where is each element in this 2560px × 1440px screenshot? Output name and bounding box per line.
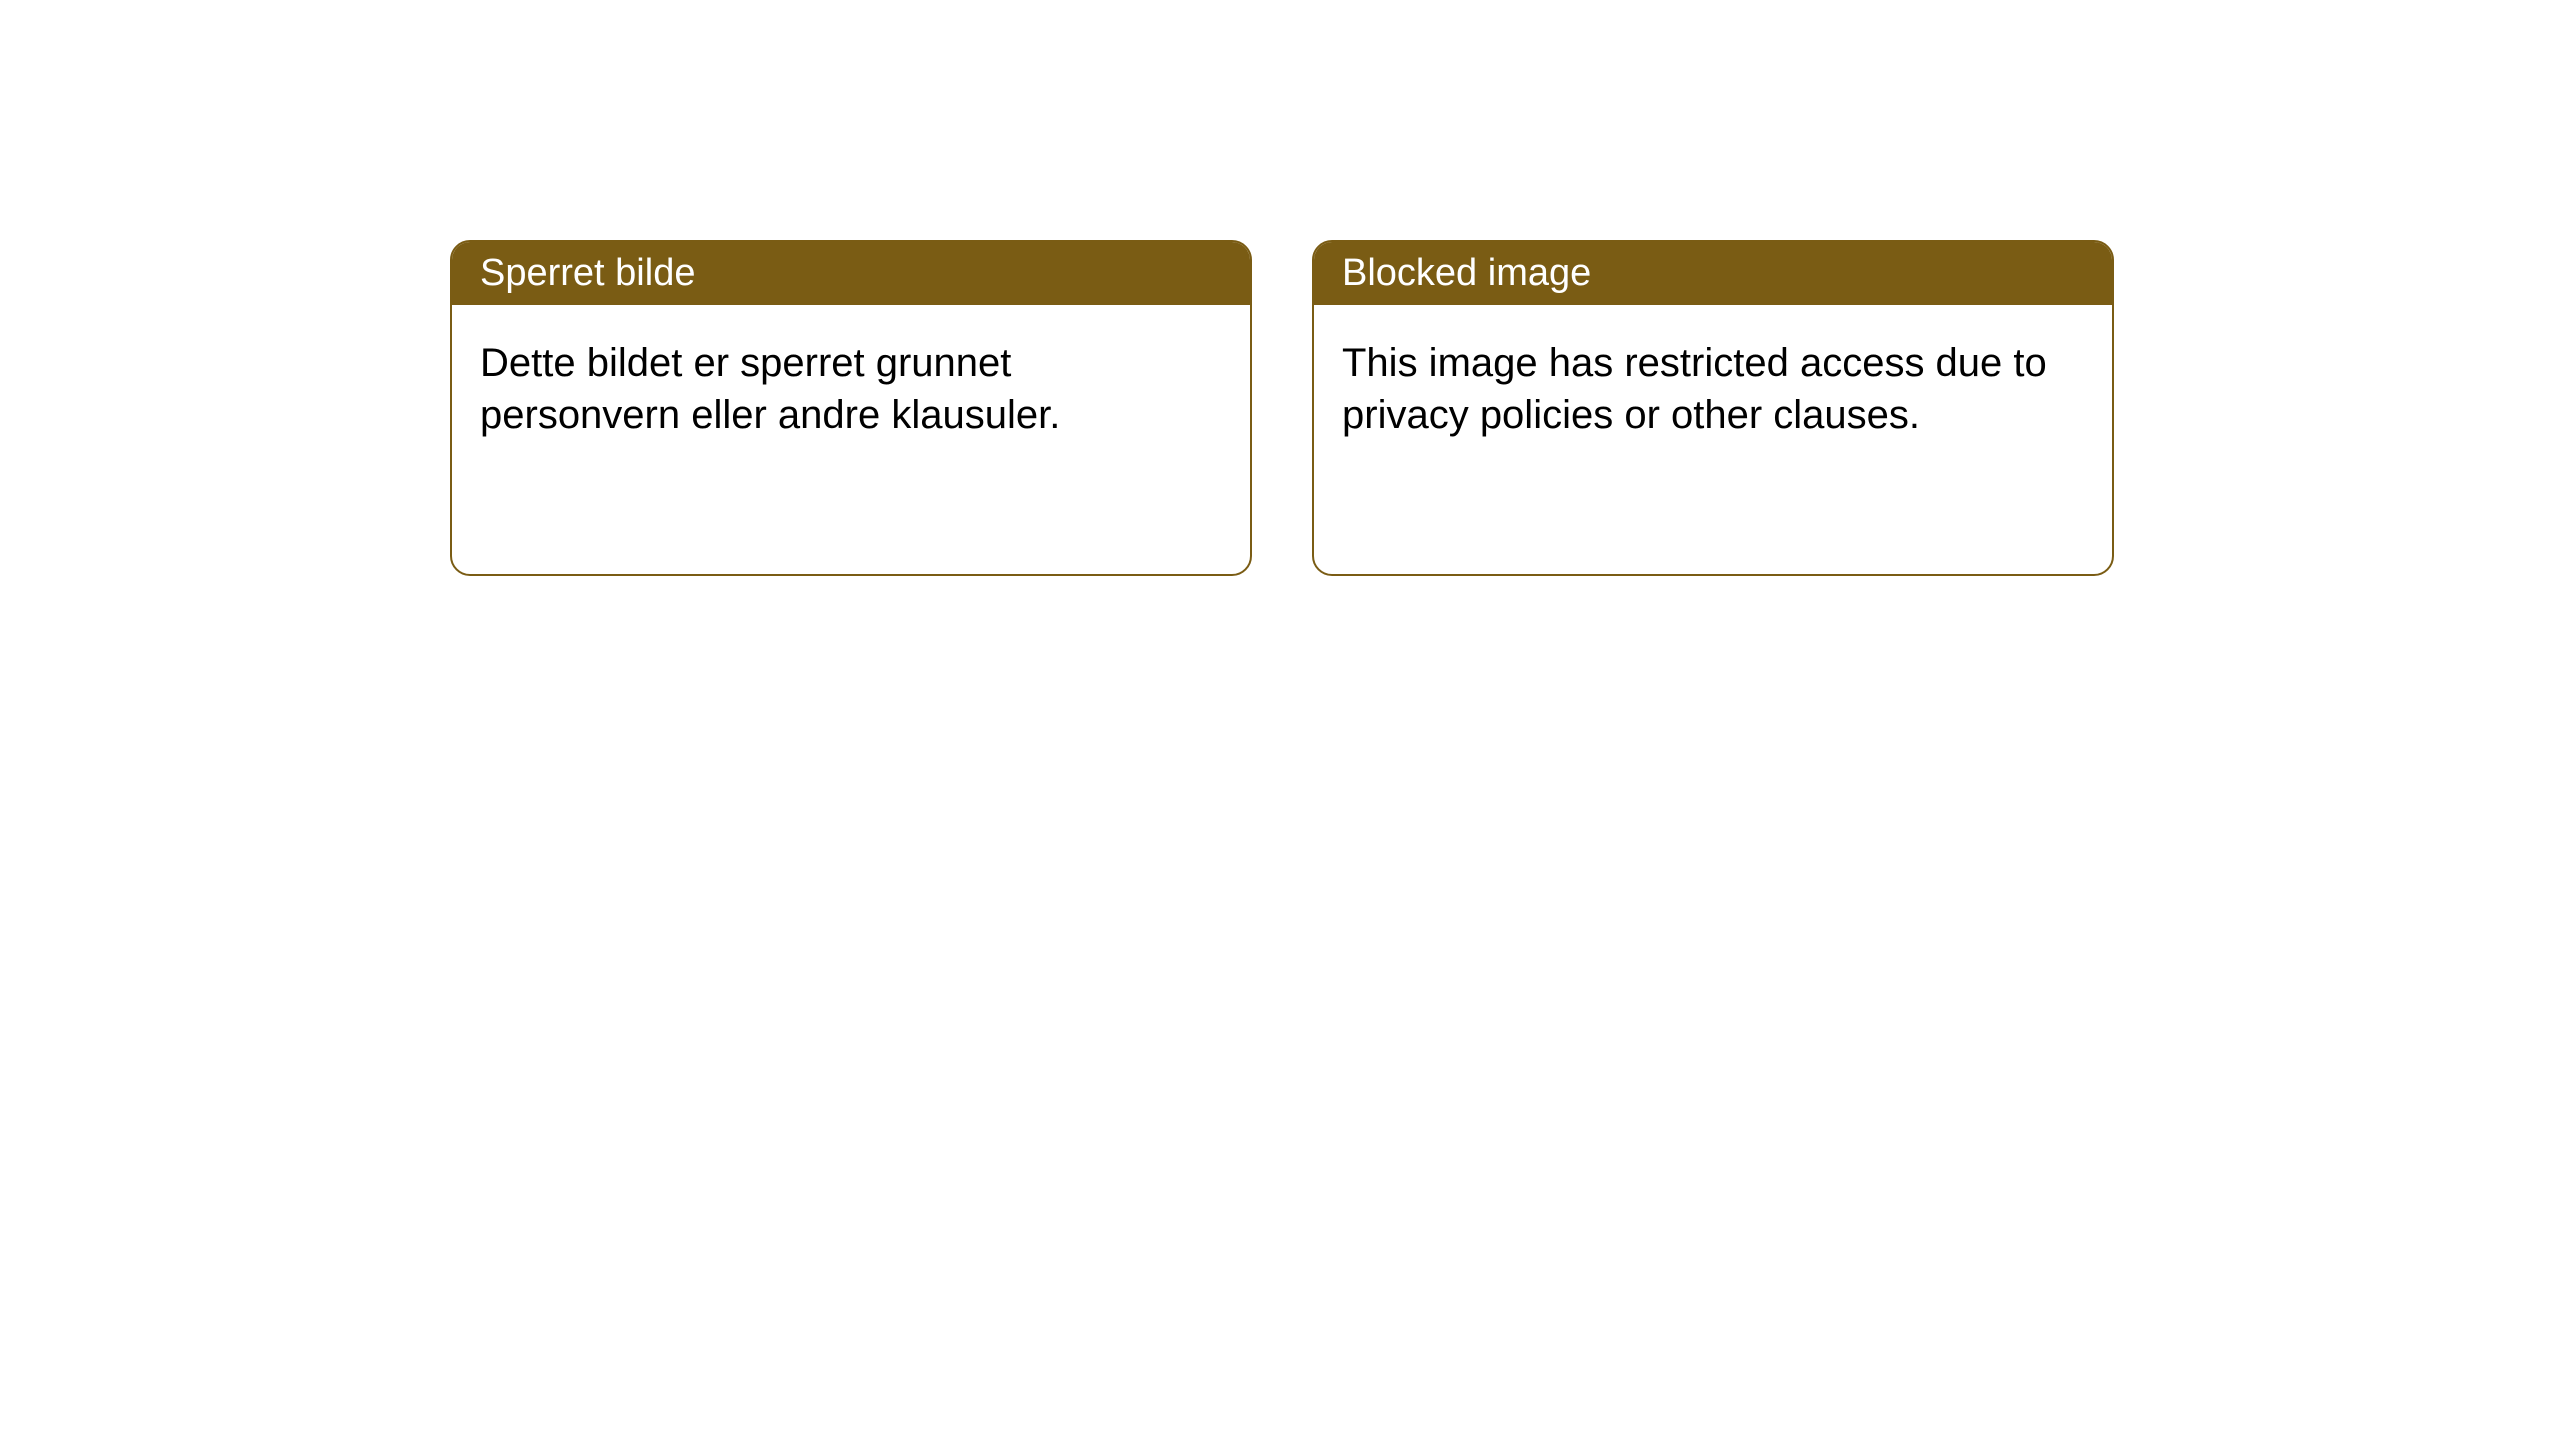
notice-card-norwegian: Sperret bilde Dette bildet er sperret gr…: [450, 240, 1252, 576]
card-body-norwegian: Dette bildet er sperret grunnet personve…: [452, 305, 1250, 473]
card-message-norwegian: Dette bildet er sperret grunnet personve…: [480, 341, 1060, 437]
card-message-english: This image has restricted access due to …: [1342, 341, 2047, 437]
card-header-norwegian: Sperret bilde: [452, 242, 1250, 305]
card-title-english: Blocked image: [1342, 252, 1591, 294]
card-title-norwegian: Sperret bilde: [480, 252, 695, 294]
card-body-english: This image has restricted access due to …: [1314, 305, 2112, 473]
card-header-english: Blocked image: [1314, 242, 2112, 305]
notice-card-english: Blocked image This image has restricted …: [1312, 240, 2114, 576]
notice-container: Sperret bilde Dette bildet er sperret gr…: [0, 0, 2560, 576]
